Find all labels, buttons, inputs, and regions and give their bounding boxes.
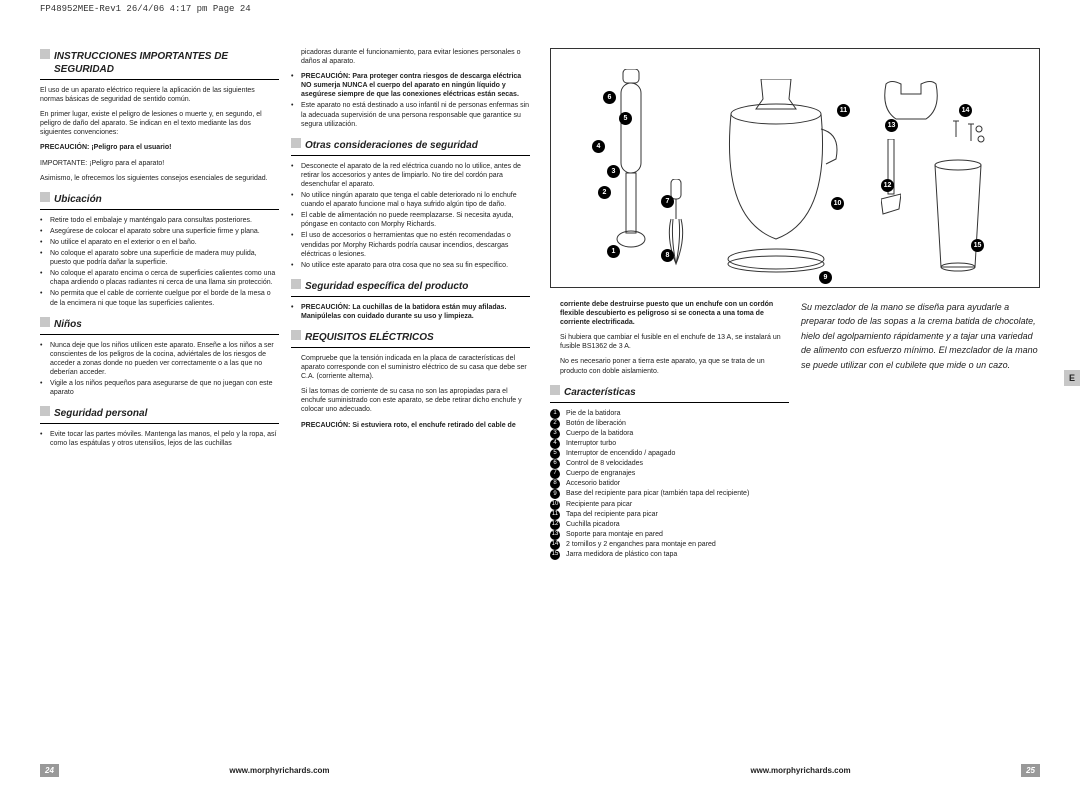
head-instrucciones: INSTRUCCIONES IMPORTANTES DE SEGURIDAD [40,48,279,80]
list-item: El uso de accesorios o herramientas que … [291,231,530,258]
list-item: Nunca deje que los niños utilicen este a… [40,341,279,377]
left-page: INSTRUCCIONES IMPORTANTES DE SEGURIDAD E… [40,48,530,758]
list-item: Evite tocar las partes móviles. Mantenga… [40,430,279,448]
diagram-callout: 6 [603,91,616,104]
left-col-1: INSTRUCCIONES IMPORTANTES DE SEGURIDAD E… [40,48,279,758]
list-item: Este aparato no está destinado a uso inf… [291,101,530,128]
language-tab: E [1064,370,1080,386]
list-item: PRECAUCIÓN: Para proteger contra riesgos… [291,72,530,99]
para: Asimismo, le ofrecemos los siguientes co… [40,174,279,183]
diagram-callout: 2 [598,186,611,199]
head-requisitos-electricos: REQUISITOS ELÉCTRICOS [291,329,530,348]
intro-text: Su mezclador de la mano se diseña para a… [801,300,1040,372]
para: El uso de un aparato eléctrico requiere … [40,86,279,104]
footer-url: www.morphyrichards.com [59,766,500,775]
feature-item: Interruptor turbo [550,439,789,448]
feature-item: 2 tornillos y 2 enganches para montaje e… [550,540,789,549]
left-col-2: picadoras durante el funcionamiento, par… [291,48,530,758]
beaker-icon [931,159,986,274]
bullet-list: PRECAUCIÓN: Para proteger contra riesgos… [291,72,530,129]
para-continuation: corriente debe destruirse puesto que un … [550,300,789,327]
feature-item: Cuchilla picadora [550,520,789,529]
features-list: Pie de la batidoraBotón de liberaciónCue… [550,409,789,559]
feature-item: Interruptor de encendido / apagado [550,449,789,458]
page-header: FP48952MEE-Rev1 26/4/06 4:17 pm Page 24 [0,0,1080,18]
list-item: Asegúrese de colocar el aparato sobre un… [40,227,279,236]
feature-item: Botón de liberación [550,419,789,428]
page-number-right: 25 [1021,764,1040,777]
feature-item: Recipiente para picar [550,500,789,509]
screws-icon [951,119,986,149]
bullet-list: Desconecte el aparato de la red eléctric… [291,162,530,270]
right-col-1: corriente debe destruirse puesto que un … [550,300,789,560]
list-item: No utilice el aparato en el exterior o e… [40,238,279,247]
para: En primer lugar, existe el peligro de le… [40,110,279,137]
diagram-callout: 12 [881,179,894,192]
blender-icon [611,69,651,259]
feature-item: Tapa del recipiente para picar [550,510,789,519]
parts-diagram: 123456789101112131415 [550,48,1040,288]
head-seguridad-personal: Seguridad personal [40,405,279,424]
bullet-list: Evite tocar las partes móviles. Mantenga… [40,430,279,448]
list-item: No coloque el aparato encima o cerca de … [40,269,279,287]
feature-item: Cuerpo de engranajes [550,469,789,478]
para: Si hubiera que cambiar el fusible en el … [550,333,789,351]
diagram-callout: 5 [619,112,632,125]
right-page: 123456789101112131415 corriente debe des… [550,48,1040,758]
diagram-callout: 3 [607,165,620,178]
head-ninos: Niños [40,316,279,335]
feature-item: Jarra medidora de plástico con tapa [550,550,789,559]
para-precaucion: PRECAUCIÓN: Si estuviera roto, el enchuf… [291,421,530,430]
list-item: El cable de alimentación no puede reempl… [291,211,530,229]
diagram-callout: 1 [607,245,620,258]
diagram-callout: 14 [959,104,972,117]
footer-url: www.morphyrichards.com [580,766,1021,775]
right-col-2: Su mezclador de la mano se diseña para a… [801,300,1040,560]
wallmount-icon [881,79,941,124]
diagram-callout: 13 [885,119,898,132]
diagram-callout: 7 [661,195,674,208]
head-seguridad-producto: Seguridad específica del producto [291,278,530,297]
footer: 24 www.morphyrichards.com www.morphyrich… [0,764,1080,777]
para: IMPORTANTE: ¡Peligro para el aparato! [40,159,279,168]
para-continuation: picadoras durante el funcionamiento, par… [291,48,530,66]
bullet-list: Retire todo el embalaje y manténgalo par… [40,216,279,308]
para-precaucion: PRECAUCIÓN: ¡Peligro para el usuario! [40,143,279,152]
diagram-callout: 9 [819,271,832,284]
diagram-callout: 11 [837,104,850,117]
page-number-left: 24 [40,764,59,777]
feature-item: Accesorio batidor [550,479,789,488]
diagram-callout: 15 [971,239,984,252]
diagram-callout: 4 [592,140,605,153]
para: Si las tomas de corriente de su casa no … [291,387,530,414]
list-item: No utilice este aparato para otra cosa q… [291,261,530,270]
bullet-list: PRECAUCIÓN: La cuchillas de la batidora … [291,303,530,321]
chopper-icon [711,79,841,279]
feature-item: Pie de la batidora [550,409,789,418]
diagram-callout: 8 [661,249,674,262]
para: Compruebe que la tensión indicada en la … [291,354,530,381]
feature-item: Soporte para montaje en pared [550,530,789,539]
bullet-list: Nunca deje que los niños utilicen este a… [40,341,279,398]
list-item: PRECAUCIÓN: La cuchillas de la batidora … [291,303,530,321]
page-spread: INSTRUCCIONES IMPORTANTES DE SEGURIDAD E… [0,18,1080,758]
feature-item: Control de 8 velocidades [550,459,789,468]
list-item: Desconecte el aparato de la red eléctric… [291,162,530,189]
list-item: Retire todo el embalaje y manténgalo par… [40,216,279,225]
diagram-callout: 10 [831,197,844,210]
feature-item: Base del recipiente para picar (también … [550,489,789,498]
list-item: No utilice ningún aparato que tenga el c… [291,191,530,209]
head-ubicacion: Ubicación [40,191,279,210]
para: No es necesario poner a tierra este apar… [550,357,789,375]
head-otras-consideraciones: Otras consideraciones de seguridad [291,137,530,156]
list-item: No permita que el cable de corriente cue… [40,289,279,307]
list-item: Vigile a los niños pequeños para asegura… [40,379,279,397]
feature-item: Cuerpo de la batidora [550,429,789,438]
list-item: No coloque el aparato sobre una superfic… [40,249,279,267]
head-caracteristicas: Características [550,384,789,403]
